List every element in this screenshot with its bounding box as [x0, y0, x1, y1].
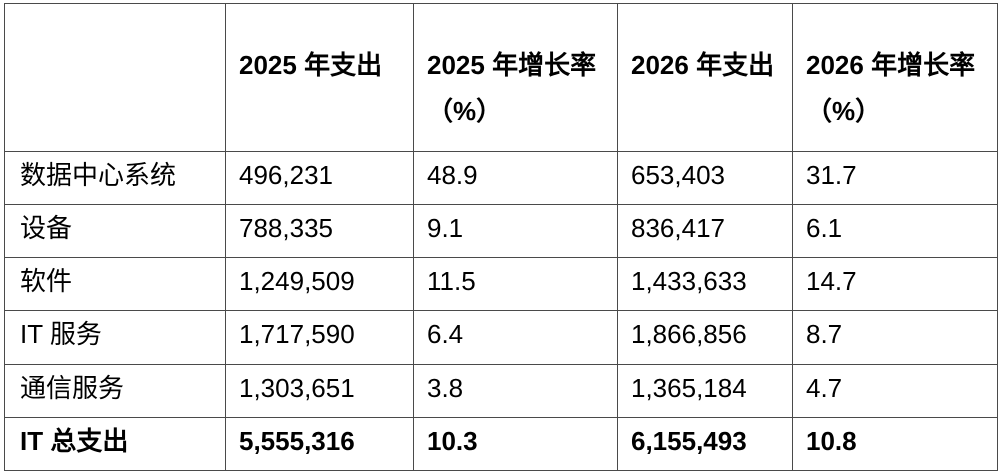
cell-2026-growth: 8.7: [792, 310, 998, 365]
header-cell-2026-spending: 2026 年支出: [617, 3, 793, 152]
table-row-total: IT 总支出 5,555,316 10.3 6,155,493 10.8: [4, 416, 998, 472]
cell-2026-spending: 1,433,633: [617, 257, 793, 312]
cell-2026-growth: 6.1: [792, 204, 998, 259]
cell-2025-growth: 6.4: [413, 310, 618, 365]
header-label: 2025 年支出: [239, 50, 383, 80]
cell-2025-growth: 9.1: [413, 204, 618, 259]
cell-2026-growth: 10.8: [792, 416, 998, 472]
header-cell-category: [4, 3, 226, 152]
cell-2026-spending: 6,155,493: [617, 416, 793, 472]
cell-2026-spending: 1,866,856: [617, 310, 793, 365]
row-label: IT 服务: [4, 310, 226, 365]
cell-2025-spending: 1,303,651: [225, 363, 414, 418]
row-label: IT 总支出: [4, 416, 226, 472]
row-label: 数据中心系统: [4, 150, 226, 206]
header-cell-2025-growth: 2025 年增长率 （%）: [413, 3, 618, 152]
table-row-devices: 设备 788,335 9.1 836,417 6.1: [4, 204, 998, 259]
table-row-datacenter: 数据中心系统 496,231 48.9 653,403 31.7: [4, 150, 998, 206]
row-label: 软件: [4, 257, 226, 312]
cell-2025-spending: 788,335: [225, 204, 414, 259]
cell-2026-growth: 14.7: [792, 257, 998, 312]
table-row-communications: 通信服务 1,303,651 3.8 1,365,184 4.7: [4, 363, 998, 418]
row-label: 通信服务: [4, 363, 226, 418]
cell-2025-spending: 5,555,316: [225, 416, 414, 472]
cell-2025-growth: 10.3: [413, 416, 618, 472]
header-sublabel: （%）: [806, 96, 882, 126]
cell-2026-spending: 836,417: [617, 204, 793, 259]
header-label: 2026 年增长率: [806, 50, 976, 80]
cell-2025-spending: 1,249,509: [225, 257, 414, 312]
cell-2026-spending: 653,403: [617, 150, 793, 206]
it-spending-forecast-table: 2025 年支出 2025 年增长率 （%） 2026 年支出 2026 年增长…: [4, 3, 998, 472]
cell-2026-growth: 4.7: [792, 363, 998, 418]
cell-2025-growth: 48.9: [413, 150, 618, 206]
table-row-software: 软件 1,249,509 11.5 1,433,633 14.7: [4, 257, 998, 312]
cell-2025-growth: 3.8: [413, 363, 618, 418]
header-label: 2025 年增长率: [427, 50, 597, 80]
cell-2025-spending: 496,231: [225, 150, 414, 206]
cell-2025-growth: 11.5: [413, 257, 618, 312]
cell-2026-growth: 31.7: [792, 150, 998, 206]
header-cell-2025-spending: 2025 年支出: [225, 3, 414, 152]
cell-2026-spending: 1,365,184: [617, 363, 793, 418]
table-row-it-services: IT 服务 1,717,590 6.4 1,866,856 8.7: [4, 310, 998, 365]
table-header-row: 2025 年支出 2025 年增长率 （%） 2026 年支出 2026 年增长…: [4, 3, 998, 152]
header-cell-2026-growth: 2026 年增长率 （%）: [792, 3, 998, 152]
header-label: 2026 年支出: [631, 50, 775, 80]
header-sublabel: （%）: [427, 96, 503, 126]
cell-2025-spending: 1,717,590: [225, 310, 414, 365]
row-label: 设备: [4, 204, 226, 259]
